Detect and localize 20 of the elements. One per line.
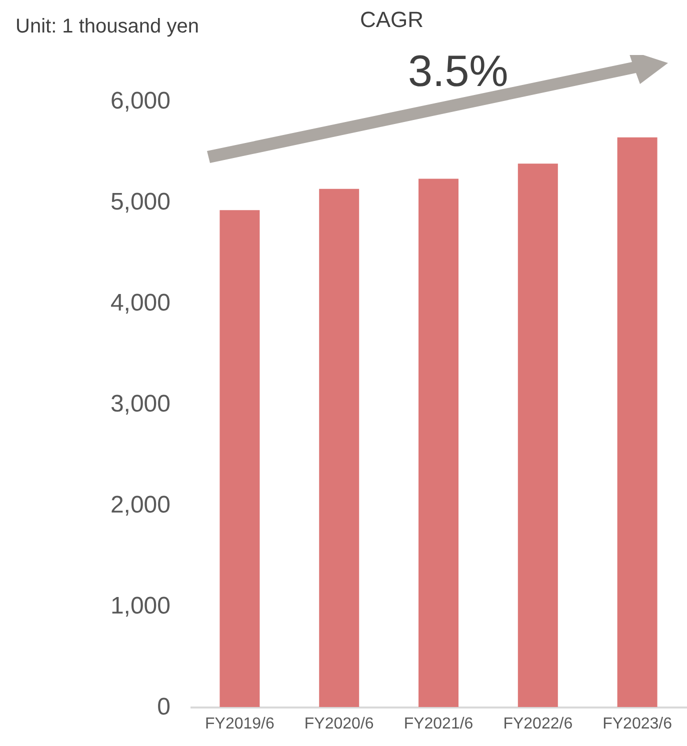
y-tick-label: 5,000 (110, 188, 170, 216)
x-tick-label: FY2019/6 (205, 716, 274, 732)
bar (518, 164, 558, 707)
x-tick-label: FY2023/6 (602, 716, 672, 732)
bar (418, 178, 458, 707)
x-tick-label: FY2020/6 (304, 716, 374, 732)
y-tick-label: 1,000 (110, 592, 170, 620)
y-tick-label: 2,000 (110, 492, 170, 518)
x-tick-label: FY2022/6 (503, 716, 573, 732)
y-tick-label: 6,000 (110, 88, 170, 114)
x-tick-label: FY2021/6 (404, 716, 474, 732)
bar (617, 137, 658, 707)
y-tick-label: 4,000 (110, 290, 170, 316)
bar (319, 188, 360, 707)
y-tick-label: 0 (157, 694, 170, 720)
y-axis-title: Unit: 1 thousand yen (16, 16, 199, 38)
bar (220, 210, 260, 707)
text: 3.5% (408, 47, 508, 96)
text: CAGR (360, 7, 424, 32)
y-tick-label: 3,000 (110, 390, 170, 418)
